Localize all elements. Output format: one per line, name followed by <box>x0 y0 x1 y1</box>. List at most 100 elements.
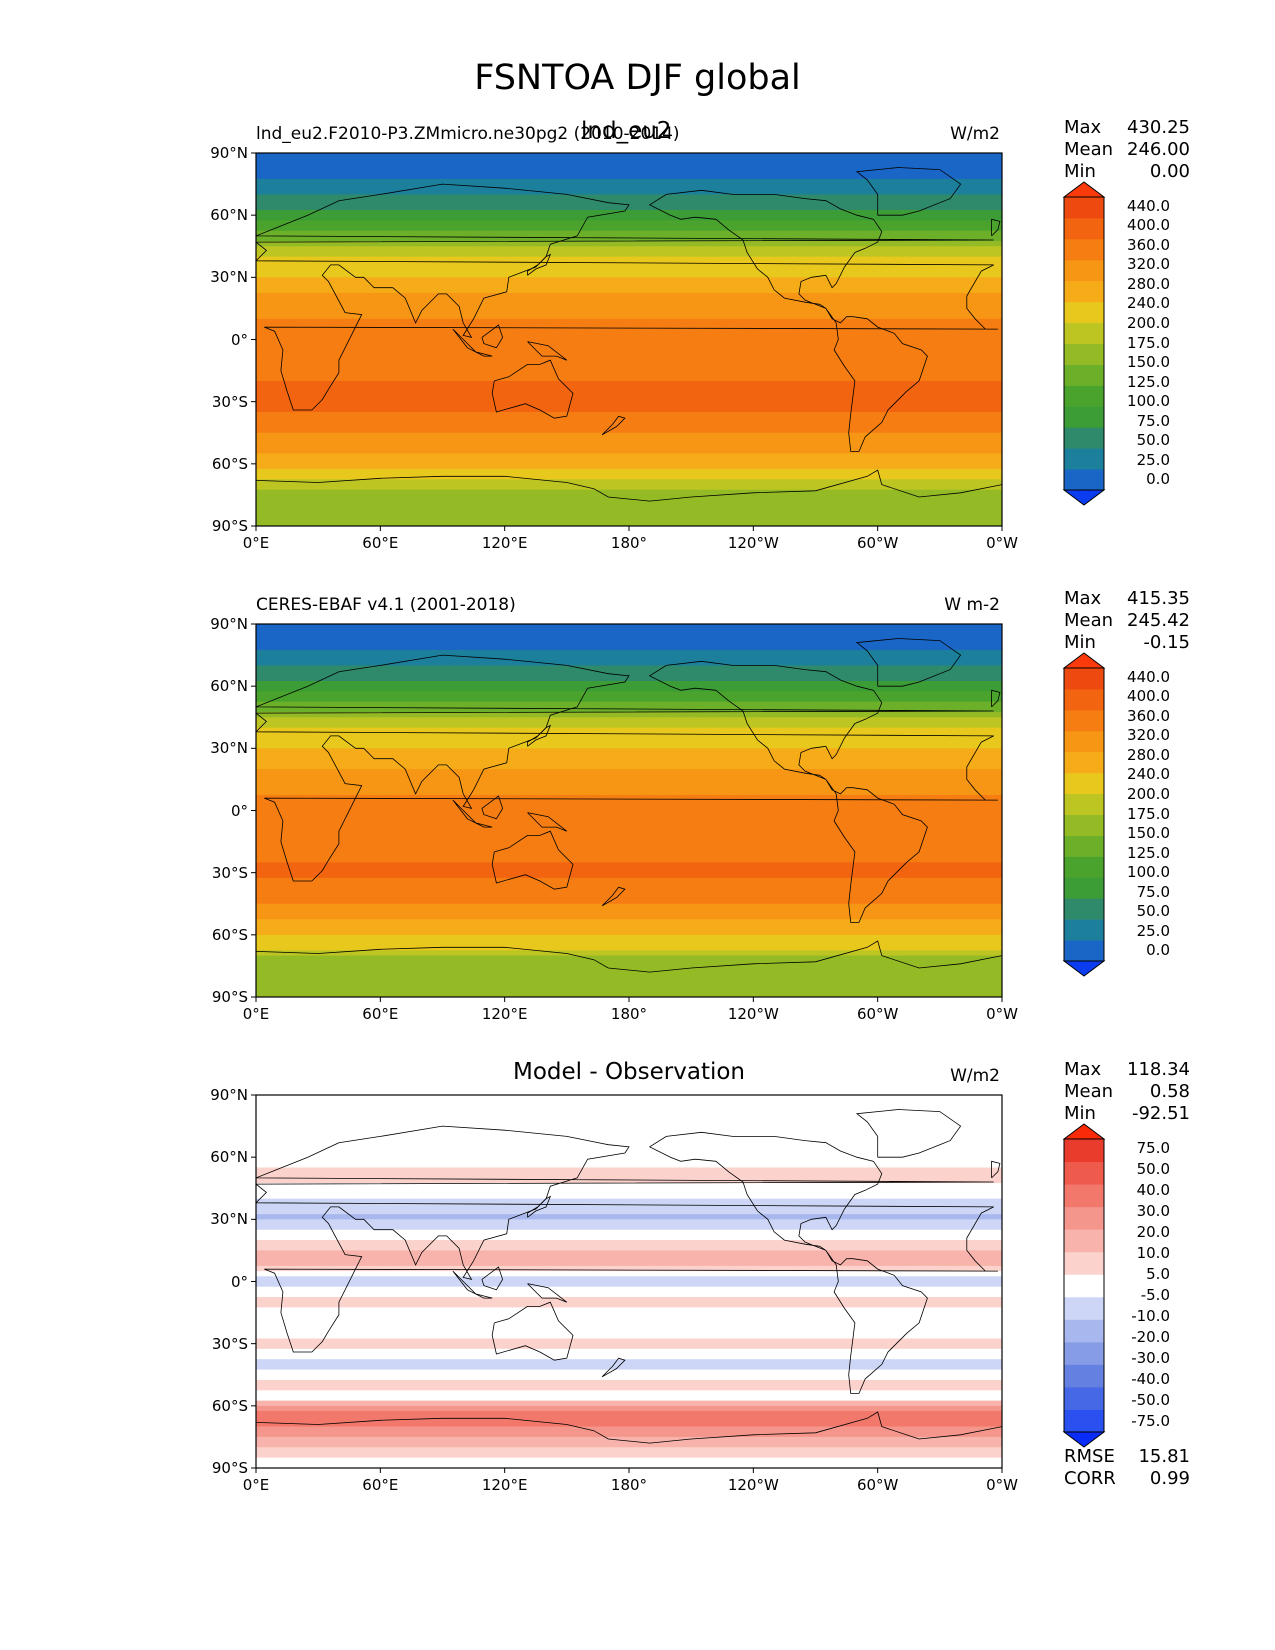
field-band <box>256 1385 1002 1391</box>
coastline <box>648 1131 928 1394</box>
field-band <box>256 660 1002 667</box>
field-band <box>256 743 1002 749</box>
field-band <box>256 479 1002 486</box>
y-tick-label: 90°N <box>210 144 248 162</box>
field-band <box>256 329 1002 335</box>
colorbar-tick-label: 50.0 <box>1136 902 1170 921</box>
colorbar-outline <box>1063 668 1105 961</box>
y-tick-label: 30°S <box>211 1334 248 1353</box>
coastline <box>527 1195 552 1218</box>
field-band <box>256 1234 1002 1241</box>
x-tick-label: 60°W <box>856 1005 899 1023</box>
panel-2-stat-max: Max 415.35 <box>1064 588 1190 609</box>
field-band <box>256 256 1002 263</box>
colorbar-tick-label: 200.0 <box>1127 313 1170 332</box>
colorbar-tick-label: 440.0 <box>1127 196 1170 215</box>
field-band <box>256 779 1002 786</box>
field-band <box>256 634 1002 641</box>
field-band <box>256 981 1002 988</box>
colorbar-segment <box>1064 1364 1104 1388</box>
field-band <box>256 277 1002 284</box>
field-band <box>256 784 1002 791</box>
field-band <box>256 1390 1002 1397</box>
y-tick-label: 60°S <box>211 925 248 944</box>
field-band <box>256 194 1002 201</box>
field-band <box>256 1307 1002 1314</box>
field-band <box>256 230 1002 237</box>
field-band <box>256 474 1002 480</box>
field-band <box>256 287 1002 294</box>
colorbar-tick-label: 360.0 <box>1127 706 1170 725</box>
field-band <box>256 173 1002 180</box>
field-band <box>256 1271 1002 1277</box>
y-tick-label: 60°N <box>210 206 248 225</box>
colorbar-tick-label: 100.0 <box>1127 392 1170 411</box>
field-band <box>256 1260 1002 1267</box>
x-tick-label: 120°E <box>481 1005 528 1023</box>
panel-2-stat-mean: Mean 245.42 <box>1064 610 1190 631</box>
coastline <box>256 469 1002 502</box>
field-band <box>256 629 1002 635</box>
field-band <box>256 246 1002 253</box>
field-band <box>256 722 1002 729</box>
colorbar-segment <box>1064 877 1104 899</box>
field-band <box>256 1457 1002 1464</box>
coastline <box>256 183 998 411</box>
y-tick-label: 30°N <box>210 739 248 758</box>
field-band <box>256 945 1002 951</box>
colorbar-tick-label: 0.0 <box>1146 941 1170 960</box>
panel-1-title-overlay: lnd_eu2 <box>581 118 672 144</box>
field-band <box>256 769 1002 775</box>
field-band <box>256 158 1002 164</box>
colorbar-tick-label: 75.0 <box>1136 882 1170 901</box>
field-band <box>256 308 1002 315</box>
field-band <box>256 649 1002 656</box>
field-band <box>256 235 1002 242</box>
field-band <box>256 189 1002 196</box>
field-band <box>256 1136 1002 1143</box>
field-band <box>256 665 1002 672</box>
field-band <box>256 1219 1002 1226</box>
field-band <box>256 1359 1002 1365</box>
field-band <box>256 1110 1002 1117</box>
field-band <box>256 1281 1002 1288</box>
coastline <box>855 1109 962 1158</box>
field-band <box>256 1265 1002 1272</box>
field-band <box>256 815 1002 822</box>
colorbar-segment <box>1064 1251 1104 1275</box>
field-3 <box>256 1095 1002 1468</box>
field-band <box>256 1115 1002 1122</box>
field-band <box>256 391 1002 398</box>
field-band <box>256 706 1002 713</box>
field-band <box>256 261 1002 268</box>
colorbar-segment <box>1064 1161 1104 1185</box>
field-band <box>256 857 1002 863</box>
field-band <box>256 846 1002 853</box>
field-band <box>256 1193 1002 1200</box>
field-band <box>256 1291 1002 1298</box>
field-band <box>256 655 1002 661</box>
coastline <box>601 1357 626 1378</box>
colorbar-segment <box>1064 1296 1104 1320</box>
field-band <box>256 432 1002 439</box>
field-band <box>256 1354 1002 1360</box>
field-band <box>256 1338 1002 1345</box>
coastline <box>991 1160 1001 1179</box>
x-tick-label: 120°W <box>727 1005 779 1023</box>
map-panel-1 <box>251 152 1003 531</box>
field-band <box>256 867 1002 874</box>
colorbar-tick-label: 100.0 <box>1127 863 1170 882</box>
coastline <box>452 328 493 357</box>
panel-2-units: W m-2 <box>944 595 1000 615</box>
panel-3-units: W/m2 <box>950 1066 1000 1086</box>
field-band <box>256 184 1002 190</box>
field-band <box>256 298 1002 304</box>
field-band <box>256 209 1002 216</box>
field-band <box>256 1167 1002 1174</box>
colorbar-tick-label: -30.0 <box>1131 1348 1170 1367</box>
x-tick-label: 60°E <box>362 1005 399 1023</box>
colorbar-tick-label: -20.0 <box>1131 1327 1170 1346</box>
field-band <box>256 494 1002 501</box>
colorbar-outline <box>1063 1139 1105 1432</box>
